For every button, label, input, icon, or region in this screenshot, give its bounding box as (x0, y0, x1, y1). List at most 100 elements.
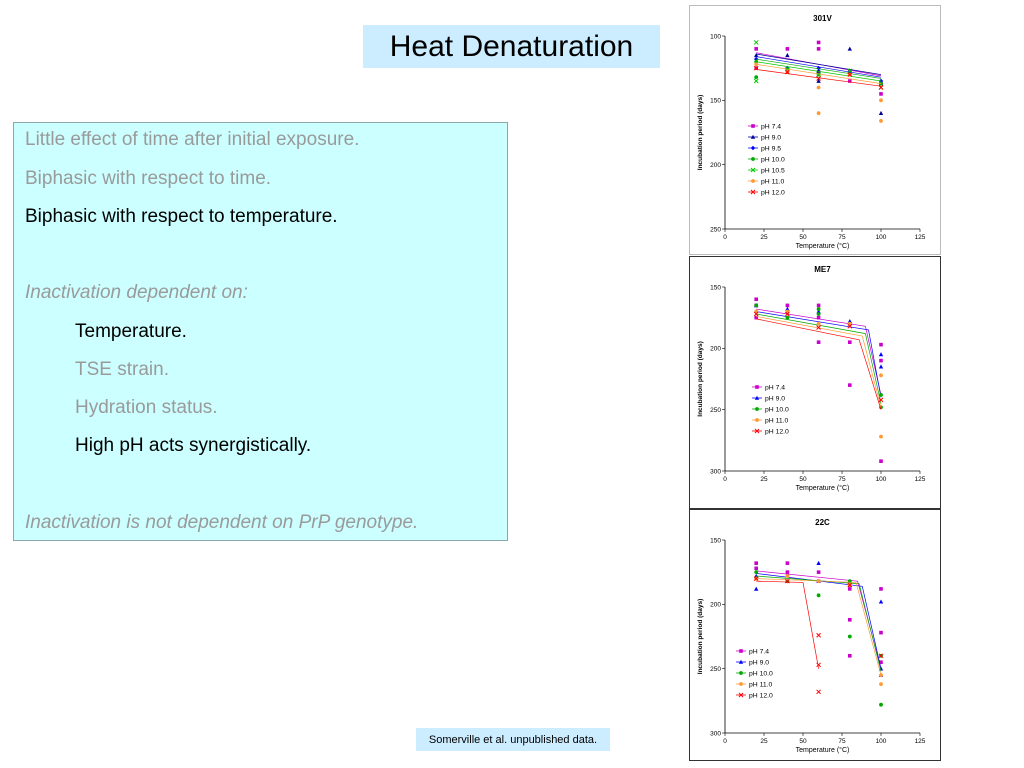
legend-marker (751, 124, 755, 128)
legend-label: pH 12.0 (749, 692, 773, 699)
data-point (847, 582, 853, 588)
data-point (816, 325, 821, 330)
data-point (785, 570, 790, 574)
data-point (816, 312, 821, 316)
data-point (816, 72, 821, 77)
legend-marker (754, 428, 760, 434)
data-point (848, 383, 852, 387)
legend-item: pH 12.0 (748, 189, 785, 196)
data-point (847, 68, 853, 74)
bullet-line-2: Biphasic with respect to time. (25, 168, 272, 189)
chart-22c: 22C 0 25 50 75 100 125 150 200 250 300 Temperature … (697, 518, 926, 754)
chart-panel-22c: 22C 0 25 50 75 100 125 150 200 250 300 Temperature … (689, 509, 941, 761)
x-tick-label: 0 (723, 234, 727, 241)
legend-item: pH 11.0 (752, 417, 789, 424)
chart-title: ME7 (814, 265, 831, 274)
bullet-line-5: Temperature. (75, 321, 187, 342)
legend-label: pH 12.0 (761, 189, 785, 196)
legend-marker (755, 418, 759, 422)
chart-title: 22C (815, 518, 830, 527)
legend-marker (738, 659, 744, 664)
legend-item: pH 12.0 (752, 428, 789, 435)
legend-item: pH 9.0 (752, 395, 785, 402)
x-tick-label: 25 (760, 234, 768, 241)
data-point (754, 586, 759, 591)
data-point (879, 660, 883, 665)
data-point (754, 297, 758, 302)
x-tick-label: 125 (915, 476, 926, 483)
bullet-line-8: High pH acts synergistically. (75, 435, 312, 456)
series-ph-10-0 (754, 303, 883, 410)
data-point (879, 393, 883, 397)
data-point (816, 570, 821, 574)
data-point (785, 303, 790, 308)
data-point (754, 53, 759, 58)
data-point (816, 307, 821, 311)
data-point (754, 303, 759, 308)
y-tick-label: 200 (710, 162, 721, 169)
series-ph-12-0 (753, 576, 884, 695)
data-point (816, 47, 821, 51)
legend-item: pH 10.0 (736, 670, 773, 677)
data-point (754, 47, 758, 51)
data-point (785, 69, 790, 75)
data-point (816, 309, 821, 314)
data-point (879, 342, 883, 347)
y-axis-label: Incubation period (days) (697, 599, 704, 674)
legend-item: pH 7.4 (736, 648, 769, 655)
data-point (754, 561, 758, 565)
fit-line (756, 63, 882, 84)
bullet-line-7: Hydration status. (75, 397, 218, 418)
legend-item: pH 12.0 (736, 692, 773, 699)
legend-item: pH 7.4 (752, 384, 785, 391)
legend-marker (750, 189, 756, 195)
legend-item: pH 10.5 (748, 167, 785, 174)
data-point (879, 358, 883, 363)
series-ph-9-0 (754, 560, 884, 677)
y-tick-label: 250 (710, 666, 721, 673)
chart-panel-301v: 301V 0 25 50 75 100 125 100 150 200 250 Temperature… (689, 5, 941, 255)
y-tick-label: 150 (710, 98, 721, 105)
x-tick-label: 100 (876, 476, 887, 483)
legend-label: pH 7.4 (761, 123, 781, 130)
legend-marker (750, 134, 756, 139)
legend-marker (755, 385, 759, 389)
data-point (848, 79, 852, 83)
data-point (785, 53, 790, 58)
data-point (754, 75, 759, 80)
x-tick-label: 125 (915, 234, 926, 241)
data-point (879, 682, 883, 687)
data-point (879, 434, 883, 439)
fit-line (756, 316, 882, 408)
fit-line (756, 570, 882, 669)
fit-line (756, 61, 882, 82)
data-point (753, 576, 759, 581)
x-tick-label: 100 (876, 738, 887, 745)
data-point (816, 315, 821, 320)
chart-title: 301V (813, 14, 832, 23)
data-point (847, 634, 852, 639)
bullet-line-1: Little effect of time after initial expo… (25, 129, 360, 150)
data-point (878, 85, 884, 90)
data-point (879, 702, 883, 707)
legend-item: pH 9.5 (748, 145, 781, 152)
data-point (879, 459, 883, 463)
legend-label: pH 9.5 (761, 145, 781, 152)
data-point (754, 62, 759, 67)
y-tick-label: 300 (710, 730, 721, 737)
x-tick-label: 25 (760, 738, 768, 745)
data-point (878, 666, 884, 671)
data-point (816, 689, 821, 695)
legend-label: pH 10.0 (749, 670, 773, 677)
chart-me7: ME7 0 25 50 75 100 125 150 200 250 300 Temperature … (697, 265, 926, 492)
legend-item: pH 9.0 (736, 659, 769, 666)
data-point (816, 321, 821, 326)
data-point (847, 46, 852, 51)
x-axis-label: Temperature (°C) (796, 484, 850, 492)
data-point (816, 579, 821, 584)
legend-label: pH 11.0 (761, 178, 785, 185)
y-tick-label: 200 (710, 346, 721, 353)
x-tick-label: 25 (760, 476, 768, 483)
data-point (847, 72, 853, 77)
y-tick-label: 200 (710, 602, 721, 609)
